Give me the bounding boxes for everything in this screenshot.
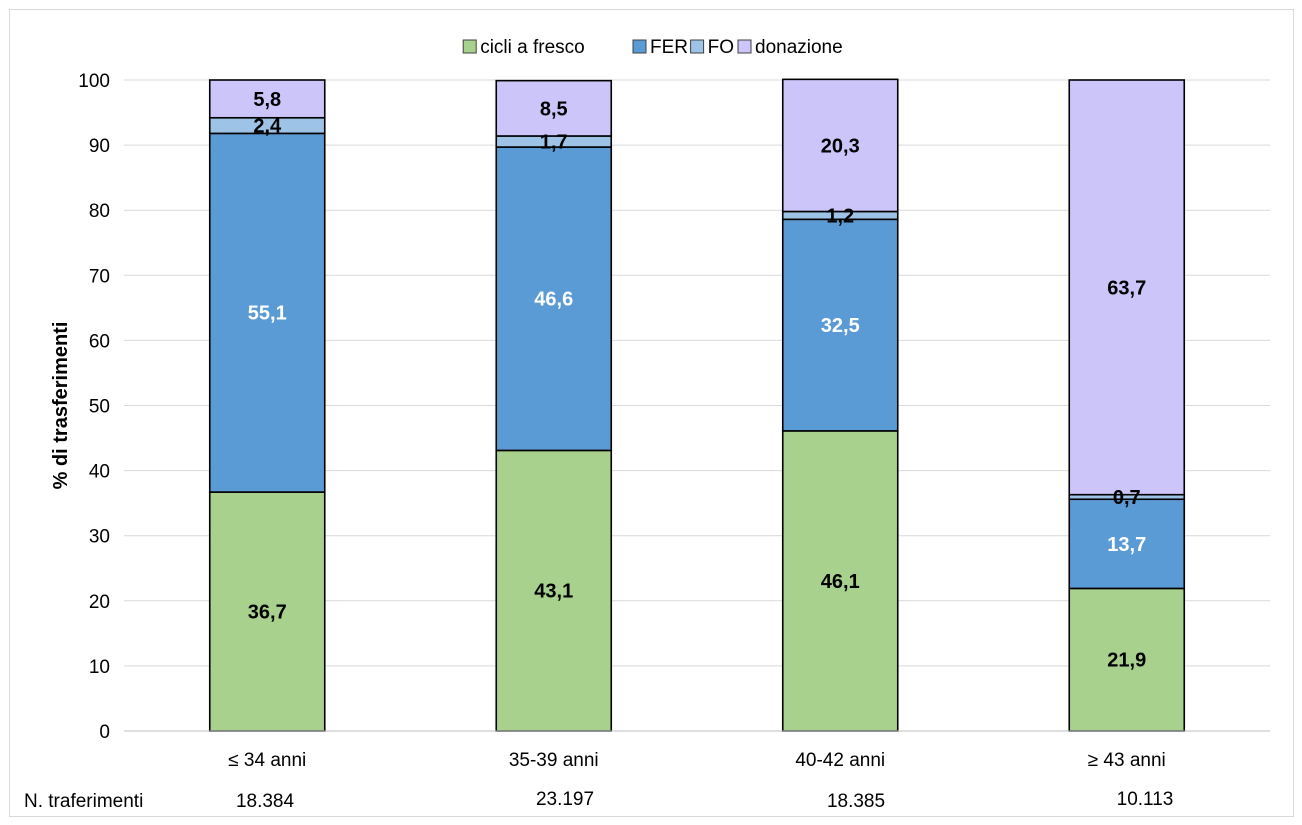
data-label-fer-3: 32,5 xyxy=(821,315,860,337)
y-axis-ticks: 0 10 20 30 40 50 60 70 80 90 100 xyxy=(78,71,110,743)
data-label-cicli-a-fresco-3: 46,1 xyxy=(821,571,860,593)
bar-cicli-a-fresco-3 xyxy=(781,430,899,732)
x-tick-label: ≤ 34 anni xyxy=(228,750,306,771)
data-label-donazione-1: 5,8 xyxy=(253,89,281,111)
bars xyxy=(208,78,1186,732)
data-label-cicli-a-fresco-2: 43,1 xyxy=(534,581,573,603)
data-label-fo-3: 1,2 xyxy=(826,205,854,227)
data-label-donazione-4: 63,7 xyxy=(1107,277,1146,299)
footer-count: 18.384 xyxy=(236,791,295,812)
y-tick-label: 20 xyxy=(89,592,110,613)
legend-swatch-fer xyxy=(632,39,647,54)
chart-frame xyxy=(9,9,1294,817)
data-label-donazione-2: 8,5 xyxy=(540,98,568,120)
x-tick-label: 40-42 anni xyxy=(795,750,885,771)
data-label-fer-1: 55,1 xyxy=(248,303,287,325)
y-tick-label: 40 xyxy=(89,462,110,483)
y-tick-label: 90 xyxy=(89,136,110,157)
x-tick-label: 35-39 anni xyxy=(509,750,599,771)
data-label-fo-2: 1,7 xyxy=(540,132,568,154)
legend-swatch-cicli-a-fresco xyxy=(462,39,477,54)
data-label-fo-4: 0,7 xyxy=(1113,487,1141,509)
footer-count: 10.113 xyxy=(1117,789,1174,810)
footer-count: 18.385 xyxy=(827,791,885,812)
data-label-donazione-3: 20,3 xyxy=(821,135,860,157)
data-label-fer-2: 46,6 xyxy=(534,289,573,311)
legend-label-fo: FO xyxy=(708,37,734,58)
bar-cicli-a-fresco-4 xyxy=(1068,587,1186,732)
y-tick-label: 0 xyxy=(99,722,110,743)
y-tick-label: 100 xyxy=(78,71,110,92)
legend-swatch-fo xyxy=(690,39,705,54)
y-tick-label: 30 xyxy=(89,527,110,548)
bar-cicli-a-fresco-1 xyxy=(208,491,326,732)
bar-donazione-1 xyxy=(208,79,326,119)
x-tick-label: ≥ 43 anni xyxy=(1088,750,1166,771)
bar-cicli-a-fresco-2 xyxy=(495,449,613,732)
data-label-cicli-a-fresco-4: 21,9 xyxy=(1107,650,1146,672)
legend-label-fer: FER xyxy=(650,37,688,58)
y-tick-label: 70 xyxy=(89,266,110,287)
data-label-fo-1: 2,4 xyxy=(253,116,282,138)
data-labels: 36,7 55,1 2,4 5,8 43,1 46,6 1,7 8,5 46,1 32,5 1,2 2… xyxy=(248,89,1146,672)
legend-label-cicli-a-fresco: cicli a fresco xyxy=(480,37,585,58)
y-tick-label: 50 xyxy=(89,397,110,418)
data-label-fer-4: 13,7 xyxy=(1107,534,1146,556)
footer-counts: N. traferimenti 18.384 23.197 18.385 10.113 xyxy=(24,789,1173,812)
bar-fer-2 xyxy=(495,146,613,452)
legend-label-donazione: donazione xyxy=(755,37,843,58)
y-tick-label: 80 xyxy=(89,201,110,222)
y-axis-label: % di trasferimenti xyxy=(50,322,72,490)
legend: cicli a fresco FER FO donazione xyxy=(462,37,843,58)
bar-donazione-2 xyxy=(495,79,613,137)
y-tick-label: 10 xyxy=(89,657,110,678)
footer-label: N. traferimenti xyxy=(24,791,143,812)
bar-donazione-3 xyxy=(781,78,899,213)
bar-donazione-4 xyxy=(1068,79,1186,496)
x-axis-ticks: ≤ 34 anni 35-39 anni 40-42 anni ≥ 43 anni xyxy=(228,750,1166,771)
data-label-cicli-a-fresco-1: 36,7 xyxy=(248,602,287,624)
footer-count: 23.197 xyxy=(536,789,594,810)
bar-fer-3 xyxy=(781,218,899,432)
bar-fer-1 xyxy=(208,132,326,493)
legend-swatch-donazione xyxy=(737,39,752,54)
y-tick-label: 60 xyxy=(89,331,110,352)
